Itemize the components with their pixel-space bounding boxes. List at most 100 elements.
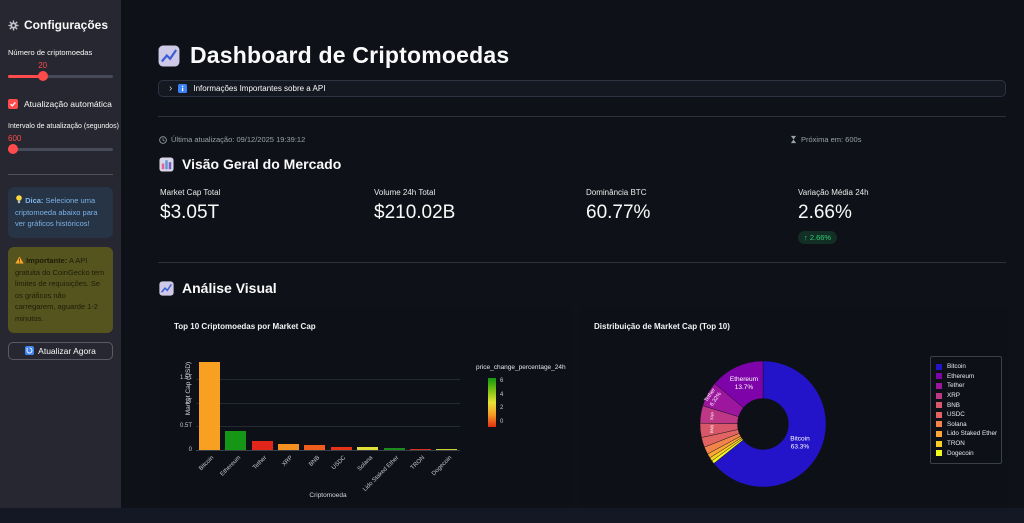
refresh-now-button[interactable]: Atualizar Agora (8, 341, 113, 360)
bar-Dogecoin[interactable] (436, 449, 458, 450)
pie-slice-label: BNB (709, 424, 714, 433)
y-tick: 0.5T (179, 422, 192, 429)
chart-line-icon (159, 280, 174, 296)
x-tick: XRP (281, 455, 295, 468)
legend-item-Tether[interactable]: Tether (936, 381, 996, 391)
legend-swatch (936, 363, 942, 370)
legend-swatch (936, 450, 942, 457)
tip-title: Dica: (25, 196, 44, 205)
bar-Ethereum[interactable] (225, 431, 247, 450)
legend-label: XRP (947, 392, 960, 400)
legend-label: Tether (947, 382, 965, 390)
bar-Tether[interactable] (251, 441, 273, 450)
auto-update-checkbox-label: Atualização automática (24, 99, 112, 109)
colorbar-tick: 0 (500, 418, 504, 425)
legend-item-XRP[interactable]: XRP (936, 391, 996, 401)
legend-item-USDC[interactable]: USDC (936, 410, 996, 420)
metric-delta-badge: ↑ 2.66% (798, 231, 838, 244)
x-tick: Solana (356, 455, 374, 473)
sidebar: Configurações Número de criptomoedas 20 … (0, 0, 121, 508)
bar-XRP[interactable] (277, 444, 299, 450)
interval-slider[interactable]: 600 (8, 134, 113, 158)
bar-chart-title: Top 10 Criptomoedas por Market Cap (174, 322, 316, 331)
clock-icon (159, 135, 167, 144)
legend-item-Bitcoin[interactable]: Bitcoin (936, 362, 996, 372)
interval-slider-label: Intervalo de atualização (segundos) (8, 123, 119, 130)
bar-Solana[interactable] (357, 446, 379, 450)
legend-item-BNB[interactable]: BNB (936, 400, 996, 410)
bar-Lido Staked Ether[interactable] (383, 448, 405, 450)
legend-item-Solana[interactable]: Solana (936, 420, 996, 430)
sidebar-header: Configurações (8, 18, 113, 32)
colorbar-gradient (488, 378, 496, 427)
warning-icon (15, 256, 24, 264)
legend-item-Lido Staked Ether[interactable]: Lido Staked Ether (936, 429, 998, 439)
count-slider-handle[interactable] (37, 71, 48, 81)
pie-chart-title: Distribuição de Market Cap (Top 10) (594, 322, 730, 331)
refresh-icon (25, 346, 35, 356)
gear-icon (8, 19, 19, 31)
count-slider[interactable]: 20 (8, 61, 113, 85)
count-slider-track[interactable] (8, 75, 113, 78)
pie-chart-card: Distribuição de Market Cap (Top 10) Bitc… (580, 308, 1008, 505)
tip-box: Dica: Selecione uma criptomoeda abaixo p… (8, 187, 113, 238)
bar-BNB[interactable] (304, 444, 326, 450)
pie-slice-label: Bitcoin 63.3% (790, 436, 810, 451)
y-tick: 1T (184, 399, 192, 406)
bar-USDC[interactable] (330, 446, 352, 450)
pie-slice-Ethereum[interactable] (714, 360, 764, 408)
count-slider-label: Número de criptomoedas (8, 48, 93, 57)
y-tick: 0 (188, 446, 192, 453)
interval-slider-track[interactable] (8, 148, 113, 151)
divider-top (158, 116, 1006, 117)
pie-legend: Bitcoin Ethereum Tether XRP BNB USDC Solana Lid… (930, 356, 1002, 464)
tip-text: Selecione uma criptomoeda abaixo para ve… (15, 196, 98, 229)
chevron-right-icon[interactable]: › (169, 82, 173, 94)
interval-slider-handle[interactable] (8, 144, 18, 154)
legend-swatch (936, 440, 942, 447)
legend-swatch (936, 430, 942, 437)
auto-update-checkbox-row[interactable]: Atualização automática (8, 99, 113, 109)
sidebar-divider (8, 174, 113, 175)
legend-label: TRON (947, 440, 965, 448)
bar-chart-card: Top 10 Criptomoedas por Market Cap 0 0.5T… (160, 308, 572, 505)
colorbar-tick: 4 (500, 391, 504, 398)
legend-label: Bitcoin (947, 363, 966, 371)
checkbox-checked-icon[interactable] (8, 99, 18, 109)
legend-label: Solana (947, 420, 967, 428)
legend-swatch (936, 421, 942, 428)
legend-label: Lido Staked Ether (947, 430, 998, 438)
donut-chart[interactable]: Bitcoin 63.3%Ethereum 13.7%Tether6.32%XRPB… (683, 342, 843, 502)
lightbulb-icon (16, 195, 22, 204)
warning-text: A API gratuita do CoinGecko tem limites … (15, 255, 105, 323)
legend-label: USDC (947, 411, 965, 419)
legend-item-TRON[interactable]: TRON (936, 439, 996, 449)
market-overview-heading: Visão Geral do Mercado (159, 156, 341, 172)
analysis-title: Análise Visual (182, 280, 277, 296)
metric-volume: Volume 24h Total $210.02B (374, 188, 456, 223)
colorbar-tick: 2 (500, 405, 504, 411)
metric-avg-change: Variação Média 24h 2.66% ↑ 2.66% (798, 188, 869, 244)
legend-item-Dogecoin[interactable]: Dogecoin (936, 448, 996, 458)
x-tick: Tether (252, 455, 269, 472)
main-area: Dashboard de Criptomoedas › Informações … (121, 0, 1024, 508)
x-tick: TRON (410, 455, 427, 472)
x-tick: Dogecoin (430, 455, 454, 478)
market-overview-title: Visão Geral do Mercado (182, 156, 342, 172)
hourglass-icon (790, 135, 797, 144)
x-tick: USDC (331, 455, 348, 472)
legend-item-Ethereum[interactable]: Ethereum (936, 372, 996, 382)
api-info-expander[interactable]: › Informações Importantes sobre a API (158, 80, 1006, 97)
x-tick: BNB (308, 455, 322, 468)
bar-Bitcoin[interactable] (198, 362, 220, 450)
last-update-caption: Última atualização: 09/12/2025 19:39:12 (159, 135, 305, 144)
bar-chart-plot: 0 0.5T 1T 1.5T Bitcoin Ethereum Tether XRP BNB US… (160, 308, 572, 505)
legend-swatch (936, 411, 942, 418)
expander-label: Informações Importantes sobre a API (193, 84, 326, 93)
legend-swatch (936, 392, 942, 399)
bar-TRON[interactable] (409, 448, 431, 450)
refresh-button-label: Atualizar Agora (38, 345, 96, 356)
bar-chart-ylabel: Market Cap (USD) (185, 361, 193, 416)
next-update-caption: Próxima em: 600s (790, 135, 861, 144)
